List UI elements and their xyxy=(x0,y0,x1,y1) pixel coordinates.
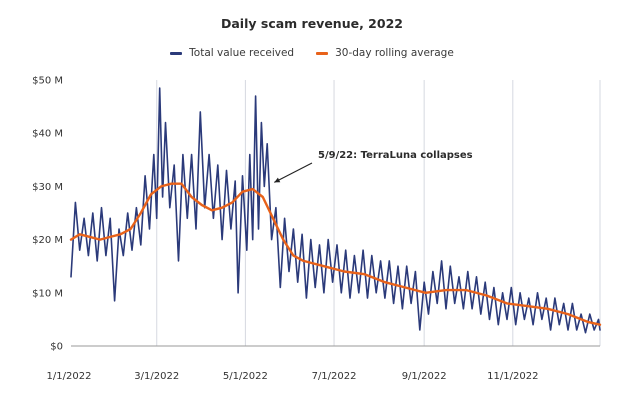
legend-label-rolling-average: 30-day rolling average xyxy=(335,47,454,59)
y-tick-label-4: $40 M xyxy=(32,129,63,140)
annotation-arrow-head-0 xyxy=(274,177,281,183)
series-line-total-value xyxy=(70,87,601,334)
legend: Total value received 30-day rolling aver… xyxy=(0,47,624,59)
axis-layer: $0 $10 M $20 M $30 M $40 M $50 M 1/1/2022 3/1/2… xyxy=(32,76,600,382)
y-tick-label-5: $50 M xyxy=(32,76,63,87)
y-tick-label-2: $20 M xyxy=(32,235,63,246)
x-tick-label-5: 11/1/2022 xyxy=(487,371,538,382)
legend-label-total: Total value received xyxy=(189,47,295,59)
annotation-label-0: 5/9/22: TerraLuna collapses xyxy=(318,150,473,161)
annotation-arrow-line-0 xyxy=(274,162,313,183)
chart-title: Daily scam revenue, 2022 xyxy=(221,16,403,31)
legend-item-total: Total value received xyxy=(170,47,294,59)
x-tick-label-4: 9/1/2022 xyxy=(402,371,447,382)
x-tick-label-2: 5/1/2022 xyxy=(223,371,268,382)
series-layer xyxy=(69,87,602,334)
y-tick-label-0: $0 xyxy=(50,342,63,353)
legend-item-rolling-average: 30-day rolling average xyxy=(316,47,454,59)
series-line-rolling-average xyxy=(69,182,602,326)
legend-swatch-rolling-average xyxy=(316,51,329,55)
x-tick-label-0: 1/1/2022 xyxy=(47,371,92,382)
y-tick-label-3: $30 M xyxy=(32,182,63,193)
legend-swatch-total xyxy=(170,51,183,55)
annotation-layer: 5/9/22: TerraLuna collapses xyxy=(274,150,473,183)
x-tick-label-1: 3/1/2022 xyxy=(134,371,179,382)
y-tick-label-1: $10 M xyxy=(32,288,63,299)
x-tick-label-3: 7/1/2022 xyxy=(312,371,357,382)
